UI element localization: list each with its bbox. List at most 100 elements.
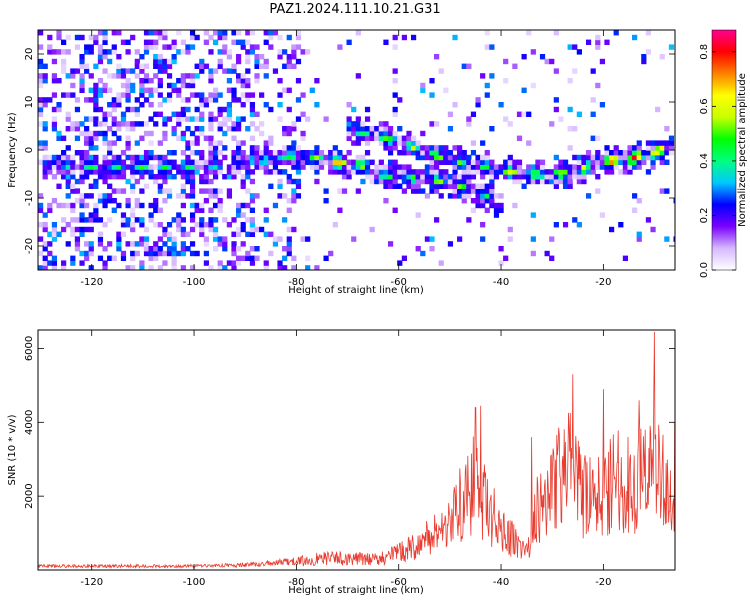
spectrogram-cell [424, 169, 431, 175]
spectrogram-cell [245, 92, 251, 98]
spectrogram-cell [438, 150, 444, 156]
spectrogram-cell [337, 169, 343, 175]
spectrogram-cell [148, 116, 154, 122]
spectrogram-cell [130, 159, 136, 165]
spectrogram-cell [226, 102, 233, 108]
spectrogram-cell [604, 154, 610, 161]
spectrogram-cell [125, 78, 131, 84]
spectrogram-cell [236, 255, 242, 261]
spectrogram-cell [116, 188, 122, 194]
spectrogram-cell [332, 159, 338, 165]
x-tick-label: -100 [183, 577, 206, 588]
spectrogram-cell [194, 34, 200, 41]
spectrogram-cell [383, 145, 389, 151]
spectrogram-cell [581, 159, 587, 165]
spectrogram-cell [434, 183, 440, 189]
spectrogram-cell [217, 241, 223, 247]
spectrogram-cell [351, 126, 357, 132]
spectrogram-cell [277, 178, 283, 185]
spectrogram-cell [383, 39, 389, 45]
spectrogram-cell [378, 130, 384, 137]
spectrogram-cell [70, 82, 76, 89]
spectrogram-cell [143, 87, 150, 93]
spectrogram-cell [627, 145, 633, 151]
spectrogram-cell [70, 255, 76, 261]
spectrogram-cell [595, 82, 601, 89]
spectrogram-cell [650, 140, 656, 146]
spectrogram-cell [139, 260, 145, 266]
spectrogram-cell [254, 126, 260, 132]
spectrogram-cell [116, 30, 122, 36]
spectrogram-cell [484, 154, 490, 161]
spectrogram-cell [572, 126, 578, 132]
spectrogram-cell [392, 44, 398, 50]
spectrogram-cell [553, 30, 559, 36]
spectrogram-cell [157, 183, 163, 189]
spectrogram-cell [572, 174, 578, 180]
spectrogram-cell [392, 183, 398, 189]
spectrogram-cell [153, 207, 159, 213]
spectrogram-cell [484, 150, 490, 156]
spectrogram-cell [470, 140, 477, 146]
spectrogram-cell [143, 164, 150, 170]
spectrogram-cell [512, 164, 518, 170]
spectrogram-cell [139, 68, 145, 74]
spectrogram-cell [507, 154, 513, 161]
spectrogram-cell [236, 145, 242, 151]
spectrogram-cell [139, 265, 145, 270]
spectrogram-cell [434, 174, 440, 180]
spectrogram-cell [134, 250, 140, 257]
spectrogram-cell [88, 226, 94, 233]
spectrogram-cell [102, 111, 108, 117]
spectrogram-cell [249, 255, 256, 261]
spectrogram-cell [157, 34, 163, 41]
spectrogram-cell [236, 150, 242, 156]
spectrogram-cell [475, 154, 481, 161]
spectrogram-cell [180, 82, 186, 89]
spectrogram-cell [203, 241, 209, 247]
spectrogram-cell [286, 150, 292, 156]
spectrogram-cell [143, 226, 150, 233]
spectrogram-cell [199, 58, 205, 65]
spectrogram-cell [438, 260, 444, 266]
spectrogram-cell [355, 154, 361, 161]
spectrogram-cell [447, 159, 454, 165]
spectrogram-cell [74, 241, 81, 247]
spectrogram-cell [254, 63, 260, 69]
spectrogram-cell [420, 87, 426, 93]
spectrogram-cell [378, 121, 384, 127]
spectrogram-cell [282, 87, 288, 93]
spectrogram-cell [618, 154, 624, 161]
spectrogram-cell [125, 126, 131, 132]
spectrogram-cell [51, 126, 58, 132]
spectrogram-cell [415, 174, 421, 180]
spectrogram-cell [397, 164, 403, 170]
spectrogram-cell [387, 241, 394, 247]
spectrogram-cell [420, 130, 426, 137]
spectrogram-cell [397, 174, 403, 180]
spectrogram-cell [42, 164, 48, 170]
spectrogram-cell [88, 73, 94, 79]
spectrogram-cell [544, 169, 550, 175]
spectrogram-cell [102, 30, 108, 36]
spectrogram-cell [530, 212, 536, 218]
spectrogram-cell [627, 164, 633, 170]
spectrogram-cell [47, 49, 53, 55]
spectrogram-cell [498, 102, 504, 108]
spectrogram-cell [291, 63, 297, 69]
spectrogram-cell [434, 217, 440, 223]
spectrogram-cell [291, 265, 297, 270]
spectrogram-cell [120, 188, 127, 194]
spectrogram-cell [157, 174, 163, 180]
spectrogram-cell [189, 226, 196, 233]
spectrogram-cell [79, 154, 85, 161]
spectrogram-cell [498, 246, 504, 252]
spectrogram-cell [576, 174, 582, 180]
spectrogram-cell [355, 164, 361, 170]
spectrogram-cell [291, 140, 297, 146]
spectrogram-cell [84, 255, 90, 261]
spectrogram-cell [245, 169, 251, 175]
spectrogram-cell [240, 39, 246, 45]
spectrogram-cell [254, 111, 260, 117]
